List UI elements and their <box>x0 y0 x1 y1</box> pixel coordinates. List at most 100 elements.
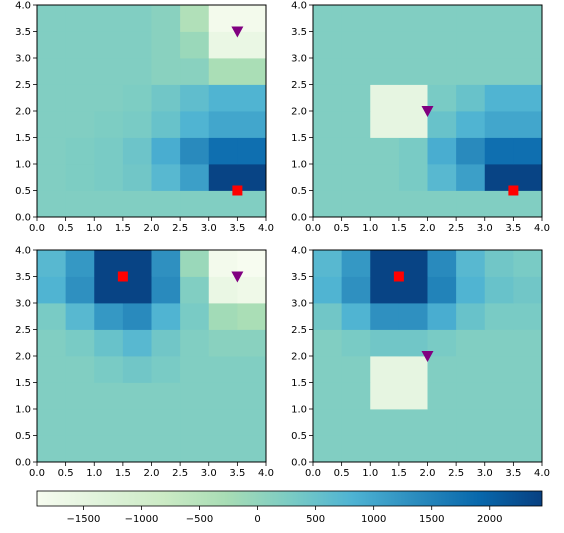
heatmap-cell <box>513 382 543 410</box>
heatmap-cell <box>427 409 457 436</box>
heatmap-cell <box>427 190 457 218</box>
heatmap-cell <box>398 58 428 85</box>
colorbar-tick-label: 1500 <box>419 514 444 525</box>
x-tick-label: 2.5 <box>448 223 464 234</box>
heatmap-cell <box>37 137 67 165</box>
y-tick-label: 0.0 <box>15 458 31 469</box>
x-tick-label: 0.0 <box>29 468 45 479</box>
heatmap-cell <box>37 58 67 85</box>
colorbar-tick-label: −1000 <box>125 514 159 525</box>
heatmap-cell <box>151 435 181 463</box>
y-tick-label: 1.5 <box>15 378 31 389</box>
heatmap-cell <box>94 164 124 191</box>
heatmap-cell <box>484 329 514 357</box>
heatmap-cell <box>180 164 210 191</box>
heatmap-cell <box>237 303 267 330</box>
heatmap-cell <box>427 31 457 59</box>
heatmap-cell <box>313 58 343 85</box>
triangle-marker <box>421 351 434 362</box>
heatmap-cell <box>370 303 400 330</box>
heatmap-cell <box>180 58 210 85</box>
x-tick-label: 0.5 <box>334 223 350 234</box>
heatmap-panel-4: 0.00.0 0.5 0.5 1.0 1.0 1.5 1.5 2.0 2.0 2.5 2.5 3.0 3… <box>291 246 550 480</box>
heatmap-cell <box>237 31 267 59</box>
heatmap-cell <box>180 190 210 218</box>
heatmap-cell <box>208 58 238 85</box>
heatmap-cell <box>398 190 428 218</box>
x-tick-label: 3.0 <box>201 468 217 479</box>
heatmap-cell <box>94 58 124 85</box>
heatmap-cell <box>398 409 428 436</box>
y-tick-label: 2.5 <box>291 80 307 91</box>
heatmap-cell <box>427 356 457 383</box>
heatmap-panel-2: 0.00.0 0.5 0.5 1.0 1.0 1.5 1.5 2.0 2.0 2.5 2.5 3.0 3… <box>291 1 550 235</box>
heatmap-cell <box>398 111 428 138</box>
y-tick-label: 3.0 <box>291 299 307 310</box>
heatmap-cell <box>37 382 67 410</box>
heatmap-cell <box>180 111 210 138</box>
x-tick-label: 3.5 <box>505 468 521 479</box>
heatmap-cell <box>370 5 400 32</box>
square-marker <box>508 185 519 196</box>
heatmap-cell <box>65 84 95 112</box>
y-tick-label: 0.0 <box>291 458 307 469</box>
heatmap-cell <box>237 382 267 410</box>
heatmap-cell <box>94 303 124 330</box>
heatmap-cell <box>484 356 514 383</box>
heatmap-cell <box>237 435 267 463</box>
x-tick-label: 1.0 <box>362 468 378 479</box>
heatmap-cell <box>456 31 486 59</box>
heatmap-cell <box>122 84 152 112</box>
heatmap-cell <box>456 250 486 277</box>
y-tick-label: 0.5 <box>15 431 31 442</box>
heatmap-cell <box>513 111 543 138</box>
x-tick-label: 4.0 <box>534 223 550 234</box>
y-tick-label: 4.0 <box>291 246 307 257</box>
y-tick-label: 0.5 <box>15 186 31 197</box>
heatmap-cell <box>341 5 371 32</box>
heatmap-cell <box>370 356 400 383</box>
y-tick-label: 2.0 <box>15 107 31 118</box>
x-tick-label: 3.0 <box>201 223 217 234</box>
heatmap-cell <box>94 137 124 165</box>
heatmap-cell <box>484 435 514 463</box>
heatmap-cell <box>456 409 486 436</box>
heatmap-cell <box>313 164 343 191</box>
heatmap-cell <box>151 356 181 383</box>
heatmap-cell <box>370 329 400 357</box>
heatmap-cell <box>37 356 67 383</box>
heatmap-cell <box>484 409 514 436</box>
heatmap-cell <box>65 435 95 463</box>
y-tick-label: 2.0 <box>15 352 31 363</box>
x-tick-label: 0.5 <box>334 468 350 479</box>
heatmap-cell <box>180 435 210 463</box>
heatmap-cell <box>370 164 400 191</box>
heatmap-cell <box>341 137 371 165</box>
heatmap-cell <box>484 250 514 277</box>
x-tick-label: 1.5 <box>391 223 407 234</box>
square-marker <box>393 271 404 282</box>
x-tick-label: 4.0 <box>258 223 274 234</box>
triangle-marker <box>421 106 434 117</box>
heatmap-cell <box>341 190 371 218</box>
heatmap-cell <box>180 329 210 357</box>
heatmap-cell <box>122 435 152 463</box>
heatmap-cell <box>456 111 486 138</box>
heatmap-cell <box>37 111 67 138</box>
heatmap-cell <box>122 409 152 436</box>
heatmap-cell <box>237 409 267 436</box>
x-tick-label: 1.5 <box>115 468 131 479</box>
heatmap-cell <box>370 382 400 410</box>
heatmap-cell <box>180 84 210 112</box>
colorbar-tick-label: 0 <box>254 514 260 525</box>
heatmap-cell <box>313 111 343 138</box>
x-tick-label: 2.0 <box>420 223 436 234</box>
heatmap-cell <box>208 409 238 436</box>
heatmap-cell <box>427 111 457 138</box>
heatmap-cell <box>313 409 343 436</box>
heatmap-cell <box>341 58 371 85</box>
heatmap-cell <box>180 250 210 277</box>
x-tick-label: 1.0 <box>86 223 102 234</box>
heatmap-cell <box>341 382 371 410</box>
heatmap-cell <box>122 164 152 191</box>
